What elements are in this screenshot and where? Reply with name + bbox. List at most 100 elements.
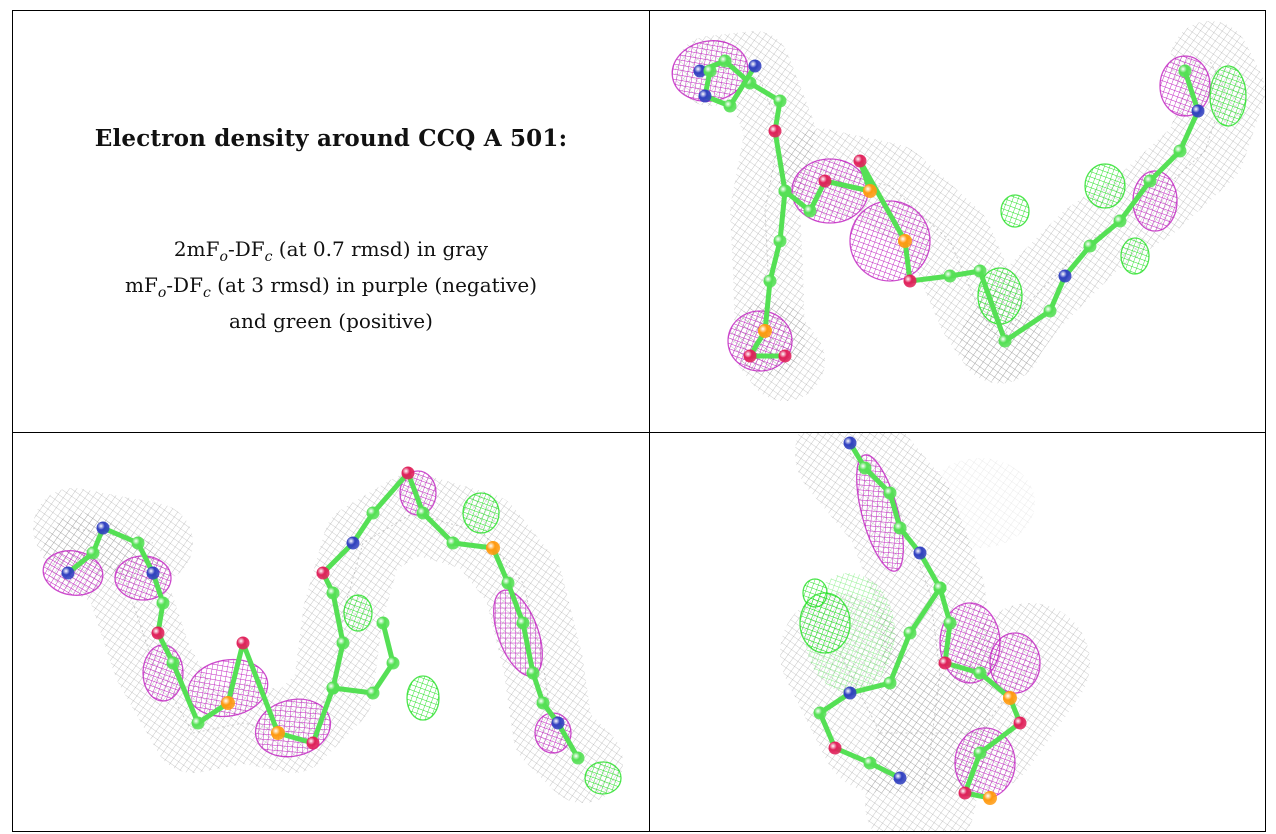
- ligand-view-1-atom-13: [973, 264, 987, 278]
- ligand-view-3-branch-atom-2: [883, 676, 897, 690]
- ligand-view-1-branch-atom-1: [773, 234, 787, 248]
- ligand-view-2-atom-21: [446, 536, 460, 550]
- faded-density-back: [925, 458, 1035, 548]
- ligand-view-1-ring-atom-0: [703, 64, 717, 78]
- positive-density-5: [977, 267, 1023, 325]
- ligand-view-1-branch-atom-3: [758, 324, 772, 338]
- ligand-view-1-atom-6: [803, 204, 817, 218]
- ligand-view-3-branch-atom-0: [933, 581, 947, 595]
- ligand-view-2-atom-16: [316, 566, 330, 580]
- ligand-view-3-branch-atom-6: [863, 756, 877, 770]
- ligand-view-1-branch-atom-4: [743, 349, 757, 363]
- ligand-view-2-ring-atom-0: [326, 681, 340, 695]
- ligand-view-1-atom-21: [1191, 104, 1205, 118]
- ligand-view-3-atom-3: [893, 521, 907, 535]
- ligand-view-3-branch-atom-1: [903, 626, 917, 640]
- ligand-view-1-atom-11: [903, 274, 917, 288]
- positive-density-3: [462, 492, 500, 534]
- negative-density-5: [1159, 55, 1211, 117]
- ligand-view-1-branch-atom-5: [778, 349, 792, 363]
- ligand-view-2-atom-7: [166, 656, 180, 670]
- ligand-view-2-atom-5: [156, 596, 170, 610]
- ligand-view-1-ring-atom-1: [698, 89, 712, 103]
- ligand-view-3-atom-11: [973, 746, 987, 760]
- ligand-view-1-atom-20: [1173, 144, 1187, 158]
- density-image-bottom-right: [780, 433, 1090, 831]
- ligand-view-1-ring-bonds: [702, 63, 758, 109]
- ligand-view-3-atom-7: [938, 656, 952, 670]
- legend-line-fofc: mFo-DFc (at 3 rmsd) in purple (negative): [125, 273, 537, 301]
- ligand-view-3-branch-atom-4: [813, 706, 827, 720]
- ligand-view-3-atom-13: [983, 791, 997, 805]
- ligand-view-1-atom-9: [853, 154, 867, 168]
- ligand-view-2-atom-17: [346, 536, 360, 550]
- ligand-view-3-atom-2: [883, 486, 897, 500]
- positive-density-1: [1209, 65, 1247, 127]
- density-panel-top-right: [650, 11, 1265, 432]
- ligand-view-2-atom-10: [236, 636, 250, 650]
- ligand-view-3-branch-atom-7: [893, 771, 907, 785]
- ligand-view-2-atom-0: [61, 566, 75, 580]
- ligand-view-2-ring-atom-1: [366, 686, 380, 700]
- negative-density-1: [856, 454, 904, 572]
- ligand-view-1-atom-15: [1043, 304, 1057, 318]
- ligand-view-2-atom-8: [191, 716, 205, 730]
- ligand-view-2-atom-11: [271, 726, 285, 740]
- ligand-view-1-atom-1: [718, 54, 732, 68]
- density-image-top-right: [671, 21, 1265, 401]
- ligand-view-2-atom-1: [86, 546, 100, 560]
- ligand-view-2-atom-9: [221, 696, 235, 710]
- ligand-view-1-atom-3: [773, 94, 787, 108]
- positive-density-1: [343, 594, 373, 632]
- ligand-view-3-atom-0: [843, 436, 857, 450]
- ligand-view-2-atom-19: [401, 466, 415, 480]
- positive-density-4: [584, 761, 622, 795]
- ligand-view-1-atom-8: [863, 184, 877, 198]
- ligand-view-2-ring-atom-2: [386, 656, 400, 670]
- caption-cell: Electron density around CCQ A 501: 2mFo-…: [13, 11, 649, 432]
- ligand-view-1-branch-atom-2: [763, 274, 777, 288]
- negative-density-3: [989, 632, 1041, 694]
- positive-density-4: [1120, 237, 1150, 275]
- ligand-view-3-branch-atom-3: [843, 686, 857, 700]
- table-divider-vertical: [649, 10, 650, 832]
- ligand-view-1-atom-18: [1113, 214, 1127, 228]
- ligand-view-2-atom-20: [416, 506, 430, 520]
- ligand-view-3-atom-6: [943, 616, 957, 630]
- negative-density-2: [114, 555, 172, 601]
- density-panel-bottom-left: [13, 433, 649, 831]
- ligand-view-1-atom-10: [898, 234, 912, 248]
- positive-density-3: [1000, 194, 1030, 228]
- ligand-view-2-atom-26: [536, 696, 550, 710]
- ligand-view-1-atom-17: [1083, 239, 1097, 253]
- ligand-view-3-atom-1: [858, 461, 872, 475]
- ligand-view-1-atom-0: [693, 64, 707, 78]
- ligand-view-1-atom-7: [818, 174, 832, 188]
- ligand-view-1-atom-14: [998, 334, 1012, 348]
- positive-density-2: [406, 675, 440, 721]
- ligand-view-2-atom-23: [501, 576, 515, 590]
- ligand-view-2-atom-15: [326, 586, 340, 600]
- positive-density-2: [1084, 163, 1126, 209]
- ligand-view-3-branch-atom-5: [828, 741, 842, 755]
- legend-line-colors: and green (positive): [229, 309, 433, 333]
- ligand-view-2-atom-12: [306, 736, 320, 750]
- ligand-view-2-atom-28: [571, 751, 585, 765]
- ligand-view-2-atom-22: [486, 541, 500, 555]
- ligand-view-2-atom-27: [551, 716, 565, 730]
- legend-line-2fofc: 2mFo-DFc (at 0.7 rmsd) in gray: [173, 237, 489, 265]
- density-image-bottom-left: [33, 466, 623, 803]
- ligand-view-3-atom-10: [1013, 716, 1027, 730]
- ligand-view-1-atom-4: [768, 124, 782, 138]
- ligand-view-1-atom-22: [1178, 64, 1192, 78]
- ligand-view-1-ring-atom-3: [748, 59, 762, 73]
- ligand-view-1-atom-16: [1058, 269, 1072, 283]
- ligand-view-1-atom-12: [943, 269, 957, 283]
- ligand-view-2-atom-3: [131, 536, 145, 550]
- ligand-view-2-atom-24: [516, 616, 530, 630]
- caption-title: Electron density around CCQ A 501:: [94, 125, 568, 152]
- ligand-view-2-atom-25: [526, 666, 540, 680]
- ligand-view-3-atom-9: [1003, 691, 1017, 705]
- ligand-view-2-atom-6: [151, 626, 165, 640]
- density-panel-bottom-right: [650, 433, 1265, 831]
